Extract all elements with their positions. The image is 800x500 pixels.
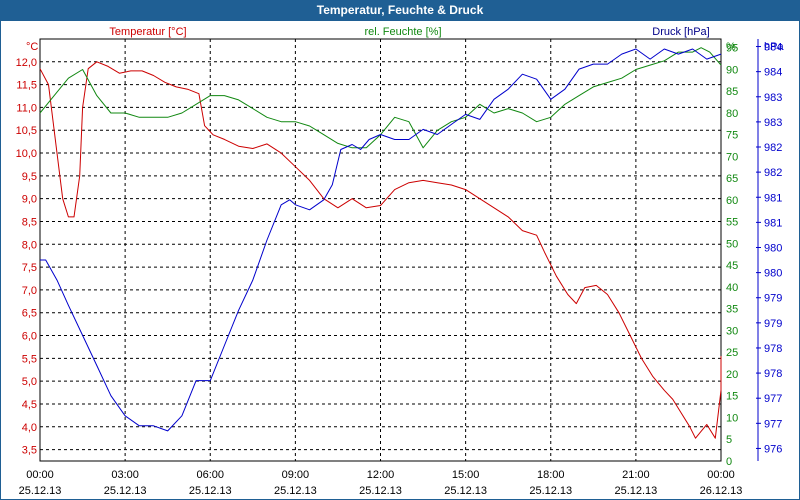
- y-tick-humidity: 95: [726, 43, 738, 55]
- x-tick-date: 25.12.13: [529, 485, 572, 497]
- left-axis-unit: °C: [26, 41, 38, 53]
- y-tick-pressure: 977: [764, 418, 782, 430]
- x-tick-date: 25.12.13: [359, 485, 402, 497]
- y-tick-humidity: 45: [726, 260, 738, 272]
- y-tick-humidity: 0: [726, 456, 732, 468]
- y-tick-temperature: 6,0: [22, 331, 37, 343]
- y-tick-temperature: 12,0: [16, 57, 37, 69]
- x-tick-time: 09:00: [282, 469, 310, 481]
- y-tick-temperature: 4,0: [22, 422, 37, 434]
- x-tick-date: 25.12.13: [444, 485, 487, 497]
- y-tick-pressure: 984: [764, 42, 782, 54]
- y-tick-humidity: 15: [726, 391, 738, 403]
- x-tick-time: 15:00: [452, 469, 480, 481]
- y-tick-humidity: 55: [726, 217, 738, 229]
- x-tick-time: 18:00: [537, 469, 565, 481]
- y-tick-temperature: 5,0: [22, 376, 37, 388]
- y-tick-temperature: 11,5: [16, 80, 37, 92]
- x-tick-date: 25.12.13: [274, 485, 317, 497]
- y-tick-temperature: 6,5: [22, 308, 37, 320]
- y-tick-pressure: 981: [764, 192, 782, 204]
- pressure-line: [40, 48, 722, 432]
- y-tick-pressure: 984: [764, 67, 782, 79]
- x-tick-date: 26.12.13: [700, 485, 743, 497]
- y-tick-temperature: 7,5: [22, 262, 37, 274]
- y-tick-humidity: 25: [726, 347, 738, 359]
- y-tick-pressure: 981: [764, 217, 782, 229]
- y-tick-humidity: 40: [726, 282, 738, 294]
- y-tick-pressure: 983: [764, 117, 782, 129]
- legend-humidity: rel. Feuchte [%]: [364, 26, 441, 38]
- y-tick-pressure: 980: [764, 242, 782, 254]
- y-tick-humidity: 20: [726, 369, 738, 381]
- x-tick-date: 25.12.13: [614, 485, 657, 497]
- y-tick-humidity: 10: [726, 412, 738, 424]
- x-tick-time: 12:00: [367, 469, 395, 481]
- y-tick-pressure: 979: [764, 293, 782, 305]
- x-tick-time: 03:00: [111, 469, 139, 481]
- chart-title: Temperatur, Feuchte & Druck: [0, 0, 800, 20]
- y-tick-temperature: 8,5: [22, 216, 37, 228]
- x-tick-date: 25.12.13: [19, 485, 62, 497]
- y-tick-temperature: 9,0: [22, 194, 37, 206]
- y-tick-temperature: 3,5: [22, 445, 37, 457]
- y-tick-humidity: 50: [726, 238, 738, 250]
- y-tick-humidity: 60: [726, 195, 738, 207]
- y-tick-pressure: 982: [764, 142, 782, 154]
- y-tick-pressure: 982: [764, 167, 782, 179]
- humidity-line: [39, 47, 722, 149]
- y-tick-humidity: 35: [726, 304, 738, 316]
- y-tick-humidity: 5: [726, 434, 732, 446]
- y-tick-temperature: 10,0: [16, 148, 37, 160]
- y-tick-humidity: 90: [726, 64, 738, 76]
- x-tick-date: 25.12.13: [189, 485, 232, 497]
- x-tick-time: 00:00: [707, 469, 735, 481]
- x-tick-time: 00:00: [26, 469, 54, 481]
- y-tick-temperature: 7,0: [22, 285, 37, 297]
- y-tick-pressure: 983: [764, 92, 782, 104]
- mid-axis-unit: %: [726, 41, 736, 53]
- legend-pressure: Druck [hPa]: [652, 26, 709, 38]
- y-tick-humidity: 75: [726, 130, 738, 142]
- y-tick-humidity: 30: [726, 325, 738, 337]
- y-tick-pressure: 977: [764, 393, 782, 405]
- y-tick-humidity: 70: [726, 151, 738, 163]
- y-tick-temperature: 11,0: [16, 102, 37, 114]
- y-tick-temperature: 4,5: [22, 399, 37, 411]
- y-tick-temperature: 9,5: [22, 171, 37, 183]
- y-tick-humidity: 85: [726, 86, 738, 98]
- x-tick-time: 06:00: [196, 469, 224, 481]
- y-tick-pressure: 978: [764, 368, 782, 380]
- y-tick-pressure: 978: [764, 343, 782, 355]
- y-tick-temperature: 5,5: [22, 353, 37, 365]
- y-tick-humidity: 65: [726, 173, 738, 185]
- y-tick-temperature: 10,5: [16, 125, 37, 137]
- x-tick-date: 25.12.13: [104, 485, 147, 497]
- y-tick-temperature: 8,0: [22, 239, 37, 251]
- y-tick-pressure: 979: [764, 318, 782, 330]
- y-tick-pressure: 976: [764, 443, 782, 455]
- x-tick-time: 21:00: [622, 469, 650, 481]
- temperature-line: [39, 61, 722, 439]
- right-axis-unit: hPa: [764, 41, 784, 53]
- y-tick-pressure: 980: [764, 268, 782, 280]
- legend-temperature: Temperatur [°C]: [109, 26, 186, 38]
- y-tick-humidity: 80: [726, 108, 738, 120]
